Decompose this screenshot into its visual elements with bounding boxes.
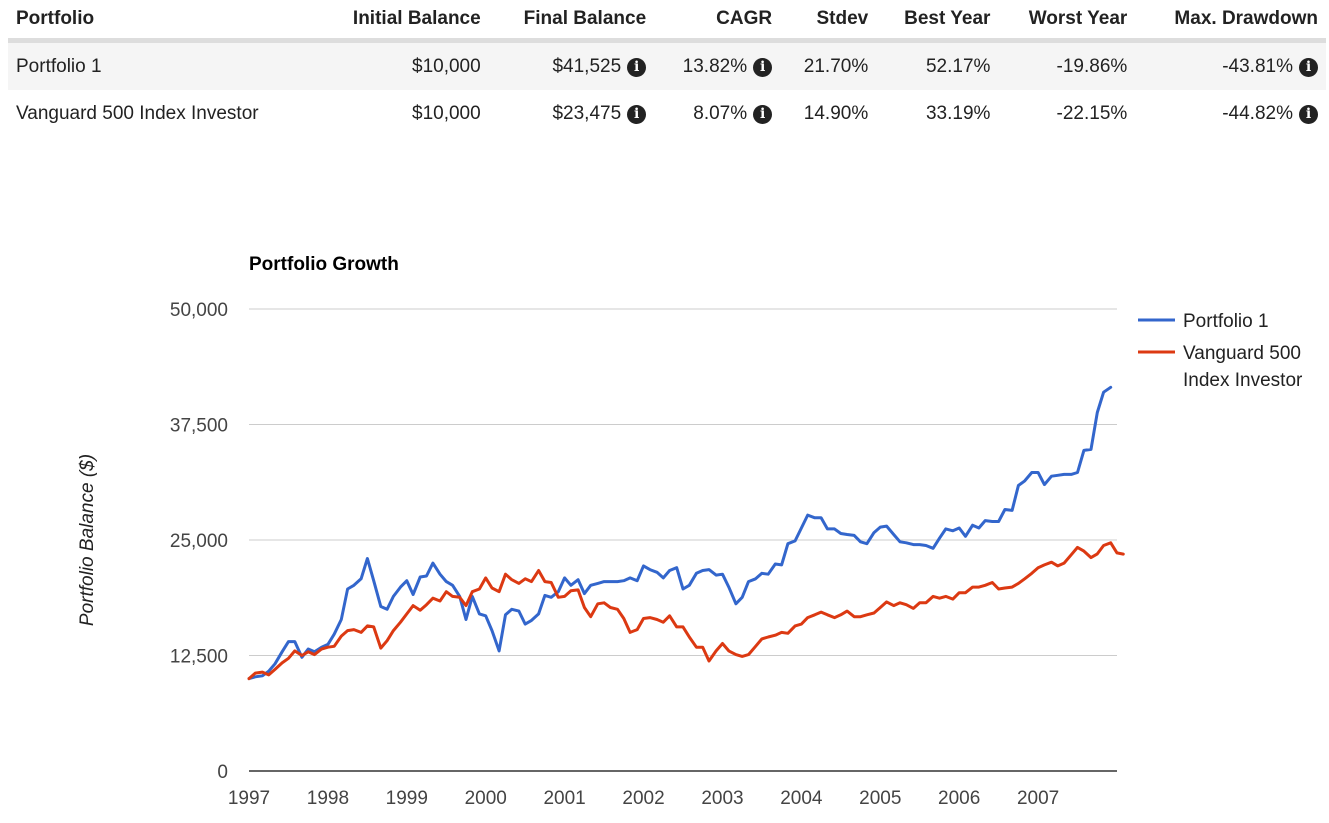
y-tick-label: 0 [217, 762, 228, 783]
col-header-best-year[interactable]: Best Year [876, 0, 999, 43]
cagr-cell: 13.82% i [654, 40, 781, 90]
x-tick-label: 1999 [386, 788, 428, 809]
x-tick-label: 1997 [228, 788, 270, 809]
x-tick-label: 2007 [1017, 788, 1059, 809]
legend-label-vanguard-500: Index Investor [1183, 370, 1303, 391]
y-tick-labels: 0 12,500 25,000 37,500 50,000 [170, 300, 228, 783]
x-tick-label: 2002 [622, 788, 664, 809]
x-tick-label: 2004 [780, 788, 823, 809]
max-drawdown-cell: -43.81% i [1135, 40, 1326, 90]
y-tick-label: 50,000 [170, 300, 228, 321]
cagr: 13.82% [682, 55, 748, 77]
cagr: 8.07% [693, 102, 748, 124]
legend-label-vanguard-500: Vanguard 500 [1183, 343, 1301, 364]
chart-legend: Portfolio 1 Vanguard 500 Index Investor [1138, 311, 1303, 391]
x-tick-label: 2000 [465, 788, 507, 809]
final-balance-cell: $41,525 i [488, 40, 655, 90]
chart-title: Portfolio Growth [249, 254, 399, 275]
series-lines [247, 385, 1125, 681]
final-balance: $23,475 [552, 102, 622, 124]
final-balance: $41,525 [552, 55, 622, 77]
max-drawdown: -44.82% [1222, 102, 1293, 124]
x-tick-label: 2006 [938, 788, 980, 809]
worst-year: -22.15% [998, 90, 1136, 137]
info-circle-icon[interactable]: i [753, 104, 773, 124]
final-balance-cell: $23,475 i [488, 90, 655, 137]
col-header-cagr[interactable]: CAGR [654, 0, 781, 43]
max-drawdown: -43.81% [1222, 55, 1293, 77]
chart-canvas: Portfolio Growth Portfolio Balance ($) 0… [77, 254, 1303, 809]
worst-year: -19.86% [998, 40, 1136, 90]
y-tick-label: 37,500 [170, 416, 228, 437]
info-circle-icon[interactable]: i [1299, 57, 1318, 77]
x-tick-label: 2005 [859, 788, 901, 809]
cagr-cell: 8.07% i [654, 90, 781, 137]
col-header-stdev[interactable]: Stdev [780, 0, 877, 43]
table-row: Portfolio 1 $10,000 $41,525 i 13.82% i 21.… [8, 40, 1326, 90]
col-header-final-balance[interactable]: Final Balance [488, 0, 655, 43]
stdev: 14.90% [780, 90, 877, 137]
table-header-row: Portfolio Initial Balance Final Balance … [8, 0, 1326, 43]
best-year: 52.17% [876, 40, 999, 90]
info-circle-icon[interactable]: i [1299, 104, 1318, 124]
grid-lines [249, 308, 1117, 772]
portfolio-growth-chart: Portfolio Growth Portfolio Balance ($) 0… [0, 240, 1329, 818]
portfolio-name: Vanguard 500 Index Investor [8, 90, 317, 137]
y-tick-label: 25,000 [170, 531, 228, 552]
x-tick-label: 1998 [307, 788, 349, 809]
y-tick-label: 12,500 [170, 647, 228, 668]
initial-balance: $10,000 [316, 90, 489, 137]
col-header-worst-year[interactable]: Worst Year [998, 0, 1136, 43]
x-tick-label: 2001 [543, 788, 585, 809]
col-header-max-drawdown[interactable]: Max. Drawdown [1135, 0, 1326, 43]
stdev: 21.70% [780, 40, 877, 90]
info-circle-icon[interactable]: i [627, 57, 647, 77]
best-year: 33.19% [876, 90, 999, 137]
x-tick-labels: 1997 1998 1999 2000 2001 2002 2003 2004 2005 2006… [228, 788, 1059, 809]
portfolio-stats-table: Portfolio Initial Balance Final Balance … [8, 0, 1326, 137]
y-axis-title: Portfolio Balance ($) [77, 454, 98, 626]
legend-label-portfolio-1: Portfolio 1 [1183, 311, 1269, 332]
col-header-portfolio[interactable]: Portfolio [8, 0, 317, 43]
col-header-initial-balance[interactable]: Initial Balance [316, 0, 489, 43]
info-circle-icon[interactable]: i [627, 104, 647, 124]
series-line-portfolio-1 [247, 385, 1113, 681]
series-line-vanguard-500 [247, 541, 1125, 681]
portfolio-name: Portfolio 1 [8, 40, 317, 90]
x-tick-label: 2003 [701, 788, 743, 809]
table-row: Vanguard 500 Index Investor $10,000 $23,… [8, 90, 1326, 137]
initial-balance: $10,000 [316, 40, 489, 90]
info-circle-icon[interactable]: i [753, 57, 773, 77]
max-drawdown-cell: -44.82% i [1135, 90, 1326, 137]
